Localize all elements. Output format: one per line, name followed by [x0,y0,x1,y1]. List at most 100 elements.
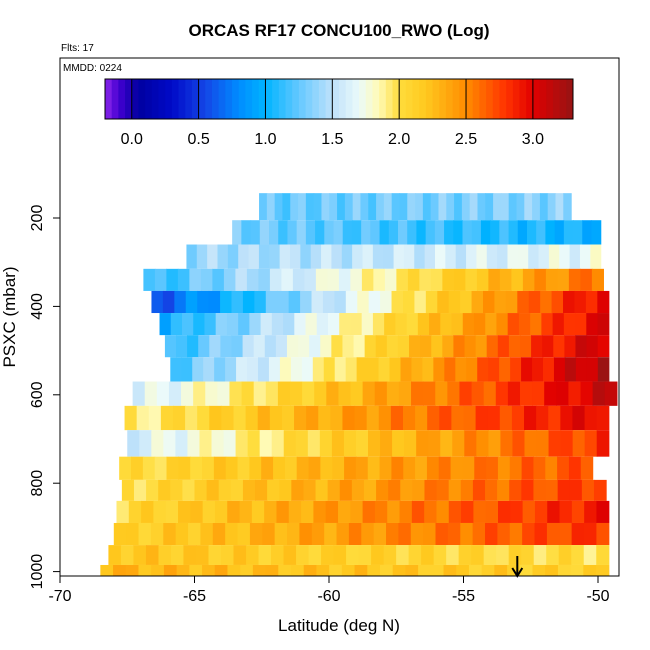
heatmap-cell [597,290,610,314]
heatmap-cell [195,545,210,565]
heatmap-cell [402,405,416,431]
heatmap-cell [539,193,549,221]
heatmap-cell [276,500,290,523]
heatmap-cell [572,430,586,457]
heatmap-cell [574,290,587,314]
heatmap-cell [591,220,602,245]
heatmap-cell [313,193,323,221]
heatmap-cell [225,456,239,480]
heatmap-cell [374,381,388,406]
heatmap-cell [189,268,202,291]
heatmap-cell [586,335,599,358]
heatmap-cells [100,193,618,576]
colorbar-segment [552,79,561,119]
heatmap-cell [209,405,222,431]
colorbar-segment [345,79,353,119]
heatmap-cell [254,290,267,314]
heatmap-cell [412,479,426,501]
colorbar-segment [232,79,240,119]
heatmap-cell [379,456,393,480]
heatmap-cell [271,430,285,457]
heatmap-cell [311,290,324,314]
heatmap-cell [225,357,237,382]
heatmap-cell [424,479,438,501]
heatmap-cell [214,500,228,523]
colorbar-segment [405,79,414,119]
heatmap-cell [223,430,237,457]
heatmap-cell [564,357,577,382]
heatmap-cell [584,522,597,546]
heatmap-cell [138,564,152,576]
colorbar-segment [486,79,494,119]
heatmap-cell [208,290,221,314]
heatmap-cell [346,545,360,565]
heatmap-cell [278,564,292,576]
heatmap-cell [372,313,385,336]
heatmap-cell [399,500,413,523]
heatmap-cell [187,430,201,457]
heatmap-cell [242,335,255,358]
heatmap-cell [343,430,357,457]
colorbar-segment [185,79,193,119]
heatmap-cell [521,456,535,480]
heatmap-cell [170,313,183,336]
heatmap-cell [253,335,266,358]
heatmap-cell [563,220,574,245]
heatmap-cell [446,545,460,565]
heatmap-cell [558,545,572,565]
heatmap-cell [153,500,167,523]
heatmap-cell [582,220,593,245]
heatmap-cell [521,545,535,565]
heatmap-cell [563,313,576,336]
heatmap-cell [227,244,239,269]
heatmap-cell [177,268,190,291]
heatmap-cell [548,430,562,457]
heatmap-cell [376,479,389,501]
heatmap-cell [214,564,229,576]
heatmap-cell [156,381,170,406]
heatmap-cell [557,456,570,480]
heatmap-cell [316,313,329,336]
heatmap-cell [407,220,418,245]
heatmap-cell [517,220,528,245]
heatmap-cell [261,456,274,480]
heatmap-cell [555,193,564,221]
heatmap-cell [499,268,512,291]
heatmap-cell [571,545,585,565]
heatmap-cell [331,335,344,358]
heatmap-cell [573,220,583,245]
colorbar-segment [205,79,213,119]
heatmap-cell [275,335,288,358]
heatmap-cell [282,193,291,221]
heatmap-cell [442,268,455,291]
heatmap-cell [423,381,436,406]
heatmap-cell [477,357,489,382]
heatmap-cell [468,564,483,576]
heatmap-cell [466,244,478,269]
heatmap-cell [572,405,586,431]
heatmap-cell [178,500,191,523]
heatmap-cell [321,244,333,269]
heatmap-cell [462,220,473,245]
colorbar-segment [352,79,360,119]
heatmap-cell [451,313,464,336]
heatmap-cell [545,268,558,291]
heatmap-cell [199,430,213,457]
heatmap-cell [154,268,167,291]
heatmap-cell [302,381,315,406]
heatmap-cell [510,357,522,382]
heatmap-cell [370,220,381,245]
heatmap-cell [327,313,340,336]
heatmap-cell [235,268,248,291]
heatmap-cell [473,500,487,523]
heatmap-cell [544,381,557,406]
colorbar-segment [479,79,487,119]
heatmap-cell [379,564,394,576]
heatmap-cell [151,564,165,576]
heatmap-cell [476,268,489,291]
heatmap-cell [182,479,196,501]
heatmap-cell [227,564,241,576]
heatmap-cell [341,564,356,576]
colorbar-segment [499,79,507,119]
heatmap-cell [175,430,189,457]
